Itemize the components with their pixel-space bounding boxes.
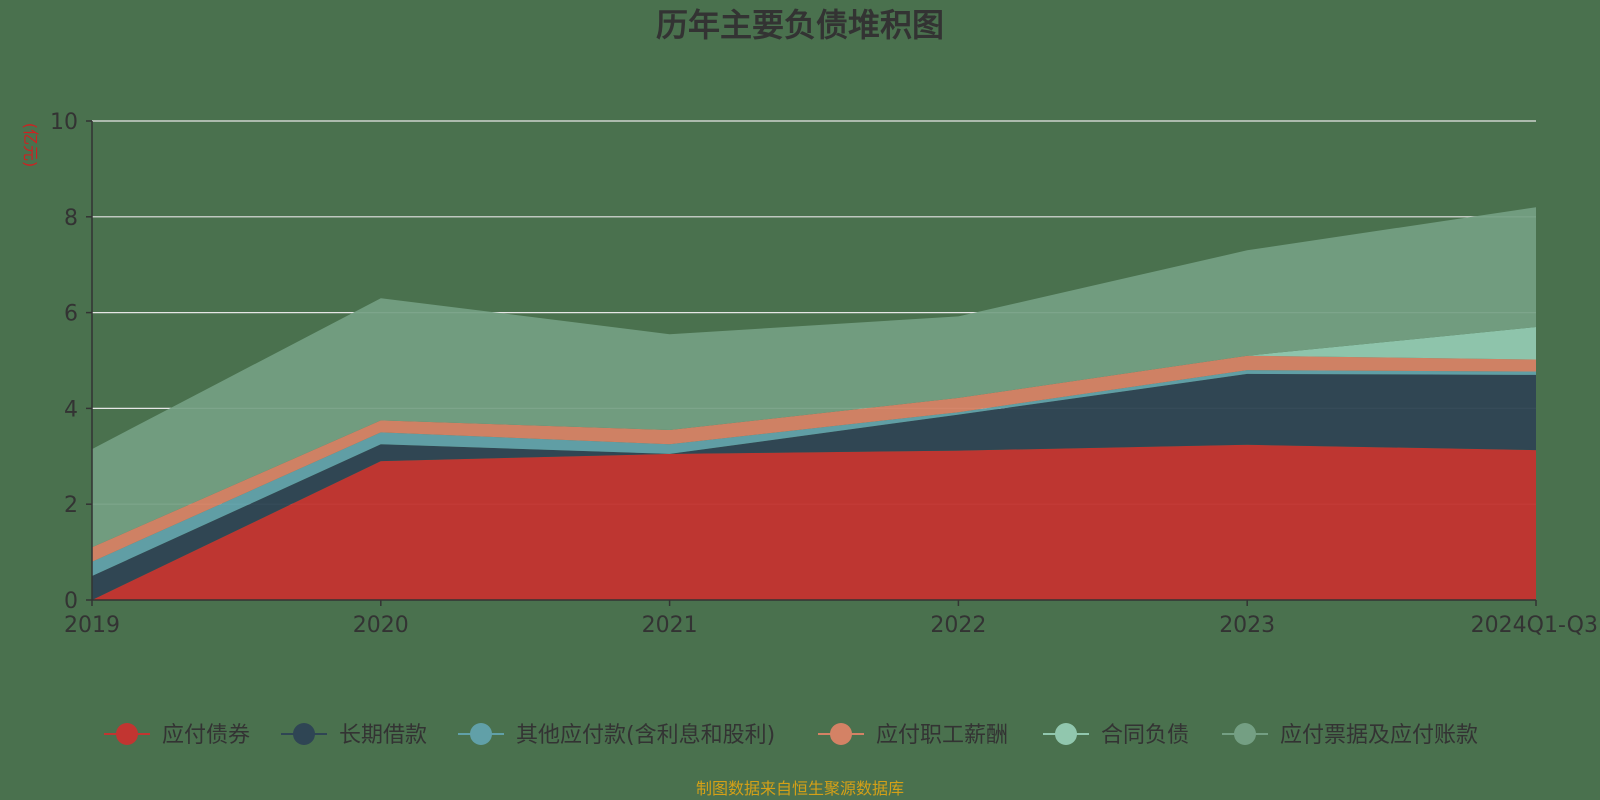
legend-item-3[interactable]: 其他应付款(含利息和股利) xyxy=(458,723,775,748)
x-tick-label: 2021 xyxy=(642,613,698,638)
legend-marker xyxy=(293,723,315,745)
y-axis-unit: (亿元) xyxy=(21,123,40,168)
y-tick-label: 2 xyxy=(64,493,78,518)
legend-label: 其他应付款(含利息和股利) xyxy=(516,723,775,748)
chart-title: 历年主要负债堆积图 xyxy=(656,6,944,44)
x-tick-label: 2022 xyxy=(930,613,986,638)
legend-label: 合同负债 xyxy=(1101,723,1189,748)
area-2[interactable] xyxy=(92,373,1536,600)
legend-marker xyxy=(1234,723,1256,745)
x-tick-label: 2020 xyxy=(353,613,409,638)
y-tick-label: 6 xyxy=(64,302,78,327)
legend-label: 应付票据及应付账款 xyxy=(1280,723,1478,748)
legend-label: 长期借款 xyxy=(339,723,427,748)
legend-marker xyxy=(470,723,492,745)
x-tick-label: 2023 xyxy=(1219,613,1275,638)
x-tick-label: 2019 xyxy=(64,613,120,638)
y-tick-label: 10 xyxy=(50,110,78,135)
legend-item-6[interactable]: 应付票据及应付账款 xyxy=(1222,723,1478,748)
area-series xyxy=(92,207,1536,600)
x-tick-label: 2024Q1-Q3 xyxy=(1471,613,1598,638)
axes: 2019 2020 2021 2022 2023 2024Q1-Q3 xyxy=(64,120,1598,638)
area-5[interactable] xyxy=(92,327,1536,548)
legend-label: 应付职工薪酬 xyxy=(876,723,1008,748)
legend-marker xyxy=(830,723,852,745)
y-tick-label: 4 xyxy=(64,397,78,422)
area-1[interactable] xyxy=(92,444,1536,600)
y-tick-label: 0 xyxy=(64,589,78,614)
legend-item-2[interactable]: 长期借款 xyxy=(281,723,427,748)
legend-item-4[interactable]: 应付职工薪酬 xyxy=(818,723,1008,748)
legend-marker xyxy=(116,723,138,745)
legend-marker xyxy=(1055,723,1077,745)
data-source-note: 制图数据来自恒生聚源数据库 xyxy=(696,779,904,798)
y-tick-label: 8 xyxy=(64,206,78,231)
legend-item-5[interactable]: 合同负债 xyxy=(1043,723,1189,748)
area-6[interactable] xyxy=(92,207,1536,548)
legend-label: 应付债券 xyxy=(162,723,250,748)
legend-item-1[interactable]: 应付债券 xyxy=(104,723,250,748)
legend[interactable]: 应付债券 长期借款 其他应付款(含利息和股利) 应付职工薪酬 合同负债 应付票据及应付账款 xyxy=(104,723,1478,748)
